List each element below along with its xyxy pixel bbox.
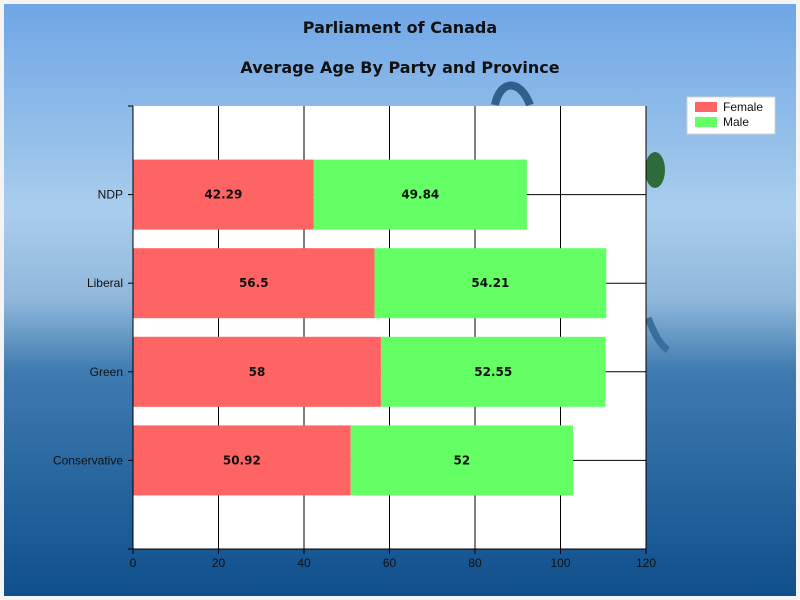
data-label: 50.92 <box>223 453 261 467</box>
data-label: 58 <box>249 365 266 379</box>
y-tick-label: NDP <box>98 188 123 202</box>
legend-label-male: Male <box>723 115 749 129</box>
y-tick-label: Conservative <box>53 453 123 467</box>
bar-female <box>133 336 381 407</box>
x-tick-label: 40 <box>297 556 311 570</box>
x-tick-label: 20 <box>212 556 226 570</box>
x-tick-label: 0 <box>130 556 137 570</box>
data-label: 49.84 <box>401 188 439 202</box>
data-label: 52 <box>453 453 470 467</box>
x-tick-label: 100 <box>550 556 570 570</box>
bar-female <box>133 425 351 496</box>
data-label: 56.5 <box>239 276 269 290</box>
bar-male <box>380 336 606 407</box>
sphere-decoration <box>645 152 665 188</box>
y-tick-label: Green <box>90 365 123 379</box>
bar-female <box>133 248 375 319</box>
bar-male <box>374 248 607 319</box>
bar-male <box>313 159 527 230</box>
bars: 42.29 49.84 56.5 54.21 58 52.55 50.92 52 <box>133 159 607 496</box>
x-tick-label: 80 <box>468 556 482 570</box>
legend-label-female: Female <box>723 100 763 114</box>
bar-female <box>133 159 314 230</box>
y-tick-label: Liberal <box>87 276 123 290</box>
x-tick-label: 60 <box>383 556 397 570</box>
chart-title: Parliament of Canada <box>303 18 497 37</box>
data-label: 52.55 <box>474 365 512 379</box>
legend-swatch-female <box>695 102 717 112</box>
ring-decoration <box>644 316 671 353</box>
axes: NDP Liberal Green Conservative 0 20 40 60 80 100 1… <box>53 105 656 570</box>
x-tick-label: 120 <box>636 556 656 570</box>
data-label: 54.21 <box>471 276 509 290</box>
chart-subtitle: Average Age By Party and Province <box>240 58 559 77</box>
legend: Female Male <box>686 96 776 135</box>
bar-male <box>350 425 573 496</box>
data-label: 42.29 <box>204 188 242 202</box>
ring-decoration <box>491 81 534 107</box>
legend-swatch-male <box>695 117 717 127</box>
